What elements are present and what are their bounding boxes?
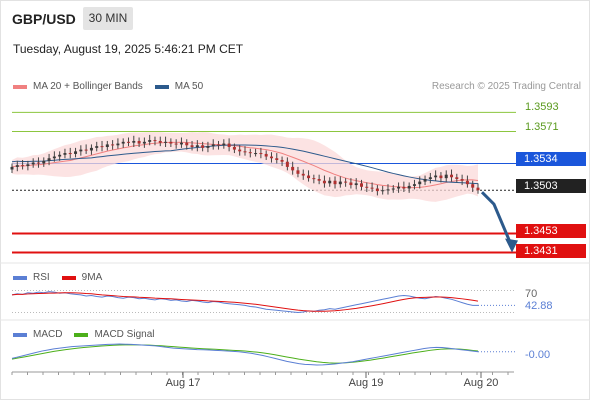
rsi-legend: RSI 9MA bbox=[13, 272, 114, 283]
rsi-level-70: 70 bbox=[525, 288, 538, 300]
level-tag-pivot: 1.3534 bbox=[516, 152, 586, 166]
ma50-legend-label: MA 50 bbox=[174, 81, 204, 92]
ma20-swatch bbox=[13, 84, 27, 89]
rsi-9ma-legend-label: 9MA bbox=[81, 272, 103, 283]
ma50-swatch bbox=[154, 84, 169, 89]
macd-legend-label: MACD bbox=[33, 329, 63, 340]
level-label-1: 1.3593 bbox=[525, 101, 559, 113]
last-price-tag: 1.3503 bbox=[516, 179, 586, 193]
rsi-swatch bbox=[13, 275, 27, 280]
macd-signal-legend-label: MACD Signal bbox=[94, 329, 155, 340]
symbol-title: GBP/USD bbox=[12, 11, 76, 27]
level-label-2: 1.3571 bbox=[525, 121, 559, 133]
main-legend: MA 20 + Bollinger Bands MA 50 bbox=[13, 81, 215, 92]
x-tick-aug19: Aug 19 bbox=[348, 377, 384, 389]
macd-signal-swatch bbox=[74, 332, 89, 337]
rsi-9ma-swatch bbox=[61, 275, 76, 280]
macd-swatch bbox=[13, 332, 27, 337]
credit-label: Research © 2025 Trading Central bbox=[431, 81, 581, 92]
level-tag-support-1: 1.3453 bbox=[516, 224, 586, 238]
datetime-label: Tuesday, August 19, 2025 5:46:21 PM CET bbox=[13, 42, 244, 56]
macd-last-value: -0.00 bbox=[525, 349, 551, 361]
x-tick-aug20: Aug 20 bbox=[463, 377, 499, 389]
x-tick-aug17: Aug 17 bbox=[165, 377, 201, 389]
timeframe-button[interactable]: 30 MIN bbox=[83, 7, 133, 30]
macd-legend: MACD MACD Signal bbox=[13, 329, 166, 340]
rsi-last-value: 42.88 bbox=[525, 300, 553, 312]
level-tag-support-2: 1.3431 bbox=[516, 244, 586, 258]
rsi-legend-label: RSI bbox=[33, 272, 50, 283]
ma20-legend-label: MA 20 + Bollinger Bands bbox=[33, 81, 143, 92]
